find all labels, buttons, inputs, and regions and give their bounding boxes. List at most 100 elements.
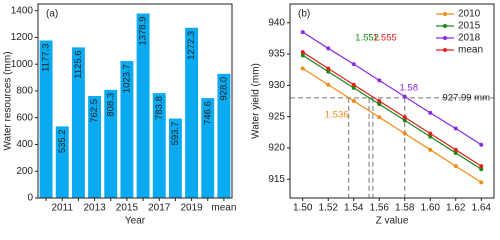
bar <box>39 40 53 198</box>
point <box>402 118 407 123</box>
y-tick-label: 1000 <box>11 59 34 70</box>
marker-label: 1.552 <box>355 32 379 43</box>
point <box>453 150 458 155</box>
point <box>351 85 356 90</box>
bar <box>152 93 166 198</box>
point <box>479 167 484 172</box>
x-tick-label: 2017 <box>148 203 171 214</box>
point <box>377 102 382 107</box>
value-label: 1272.3 <box>186 31 197 60</box>
y-tick-label: 940 <box>268 17 285 28</box>
bar <box>88 95 102 198</box>
series-line <box>302 51 482 167</box>
y-axis-title: Water resources (mm) <box>3 51 14 150</box>
x-tick-label: 1.52 <box>319 203 339 214</box>
y-tick-label: 935 <box>268 49 285 60</box>
x-tick-label: 1.50 <box>293 203 313 214</box>
plot-frame <box>289 3 495 199</box>
point <box>428 147 433 152</box>
point <box>402 131 407 136</box>
y-axis-title: Water yield (mm) <box>251 63 262 139</box>
bar <box>136 13 150 198</box>
y-tick-label: 600 <box>16 112 33 123</box>
point <box>326 46 331 51</box>
x-tick-label: 1.56 <box>370 203 390 214</box>
y-tick-label: 925 <box>268 111 285 122</box>
point <box>326 69 331 74</box>
x-tick-label: 1.62 <box>446 203 466 214</box>
x-tick-label: 1.54 <box>344 203 364 214</box>
value-label: 808.3 <box>105 93 116 117</box>
legend-marker <box>443 48 447 52</box>
legend-label: 2010 <box>458 9 481 20</box>
bar <box>185 27 199 198</box>
legend-marker <box>443 12 447 16</box>
bar <box>168 118 182 198</box>
point <box>326 82 331 87</box>
point <box>377 115 382 120</box>
y-tick-label: 930 <box>268 80 285 91</box>
x-tick-label: mean <box>211 203 236 214</box>
y-tick-label: 0 <box>27 193 33 204</box>
point <box>300 53 305 58</box>
value-label: 762.5 <box>89 99 100 123</box>
x-axis-title: Year <box>125 216 146 227</box>
point <box>453 164 458 169</box>
x-tick-label: 2013 <box>83 203 106 214</box>
legend-label: 2018 <box>458 33 481 44</box>
legend-marker <box>443 24 447 28</box>
y-tick-label: 915 <box>268 174 285 185</box>
value-label: 1125.6 <box>73 50 84 78</box>
point <box>377 78 382 83</box>
point <box>428 134 433 139</box>
x-tick-label: 1.58 <box>395 203 415 214</box>
marker-label: 1.58 <box>400 82 419 93</box>
x-tick-label: 2011 <box>51 203 73 214</box>
point <box>453 147 458 152</box>
point <box>428 131 433 136</box>
figure: 0 200 400 600 800 1000 1200 1400 1177.3 535.2 2011… <box>3 3 495 227</box>
point <box>351 82 356 87</box>
point <box>479 180 484 185</box>
y-tick-label: 1200 <box>11 32 34 43</box>
value-label: 746.6 <box>202 101 213 125</box>
legend-label: 2015 <box>458 21 481 32</box>
series-line <box>302 67 482 183</box>
point <box>300 66 305 71</box>
point <box>453 126 458 131</box>
y-tick-label: 400 <box>16 139 33 150</box>
y-tick-label: 1400 <box>11 5 34 16</box>
series-line <box>302 54 482 170</box>
bar <box>217 73 231 198</box>
point <box>300 50 305 55</box>
x-tick-label: 1.60 <box>421 203 441 214</box>
value-label: 783.8 <box>154 96 165 120</box>
point <box>428 110 433 115</box>
bar <box>71 47 85 198</box>
y-tick-label: 920 <box>268 143 285 154</box>
value-label: 1023.7 <box>121 64 132 93</box>
point <box>351 99 356 103</box>
point <box>479 142 484 147</box>
point <box>479 164 484 169</box>
x-tick-label: 2019 <box>180 203 203 214</box>
x-axis-title: Z value <box>376 216 409 227</box>
reference-label: 927.99 mm <box>442 92 490 103</box>
y-tick-label: 800 <box>16 86 33 97</box>
legend-marker <box>443 36 447 40</box>
x-tick-label: 1.64 <box>472 203 492 214</box>
panel-label: (a) <box>46 9 58 20</box>
value-label: 593.7 <box>170 122 181 146</box>
bar <box>120 61 134 199</box>
bar <box>201 98 215 198</box>
plot-frame <box>37 3 233 199</box>
value-label: 1378.9 <box>138 17 149 46</box>
point <box>351 62 356 67</box>
x-tick-label: 2015 <box>116 203 139 214</box>
point <box>300 30 305 35</box>
marker-label: 1.536 <box>325 109 349 120</box>
bar <box>104 89 118 198</box>
value-label: 535.2 <box>57 129 68 153</box>
point <box>326 66 331 71</box>
point <box>402 115 407 120</box>
